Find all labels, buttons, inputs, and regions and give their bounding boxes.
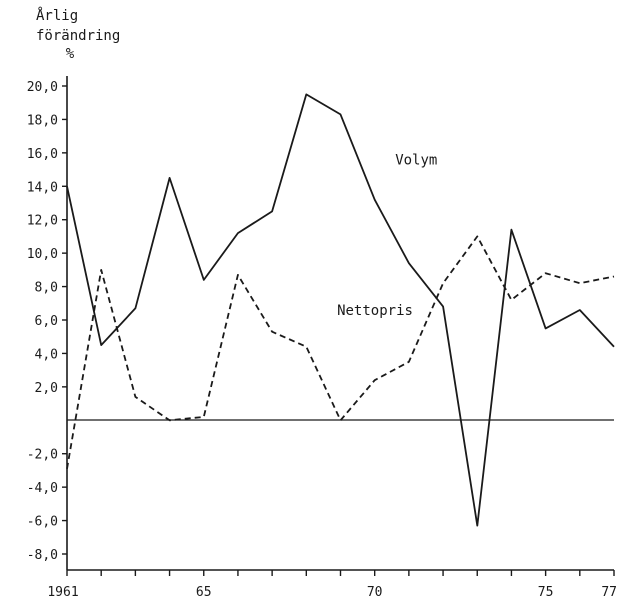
- x-ticks: 1961 65 70 75 77: [47, 570, 617, 600]
- y-tick-label: -2,0: [27, 448, 58, 463]
- x-tick-label: 75: [538, 585, 554, 600]
- y-tick-label: -4,0: [27, 481, 58, 496]
- y-tick-label: 10,0: [27, 247, 58, 262]
- y-axis-title-line-1: Årlig: [36, 7, 78, 24]
- y-tick-label: 8,0: [35, 281, 58, 296]
- series-line-volym: [66, 93, 615, 527]
- y-tick-label: -8,0: [27, 548, 58, 563]
- y-tick-label: 18,0: [27, 113, 58, 128]
- y-tick-label: 6,0: [35, 314, 58, 329]
- x-tick-label: 65: [196, 585, 212, 600]
- y-tick-label: 20,0: [27, 80, 58, 95]
- x-tick-label: 70: [367, 585, 383, 600]
- y-tick-label: -6,0: [27, 515, 58, 530]
- y-axis-title: Årlig förändring %: [36, 7, 120, 62]
- series-line-nettopris: [66, 235, 615, 469]
- y-axis-title-line-2: förändring: [36, 28, 120, 44]
- series-annotations: Volym Nettopris: [337, 153, 437, 319]
- series-label: Volym: [395, 153, 437, 169]
- y-tick-label: 4,0: [35, 347, 58, 362]
- series-lines: [66, 93, 615, 527]
- series-label: Nettopris: [337, 303, 413, 319]
- y-tick-label: 2,0: [35, 381, 58, 396]
- y-tick-label: 12,0: [27, 214, 58, 229]
- x-tick-label: 77: [601, 585, 617, 600]
- y-axis-title-line-3: %: [66, 46, 75, 62]
- x-tick-label: 1961: [47, 585, 78, 600]
- y-tick-label: 16,0: [27, 147, 58, 162]
- y-ticks: 20,0 18,0 16,0 14,0 12,0 10,0 8,0 6,0 4,0 2,0 -2,0…: [27, 80, 67, 563]
- y-tick-label: 14,0: [27, 180, 58, 195]
